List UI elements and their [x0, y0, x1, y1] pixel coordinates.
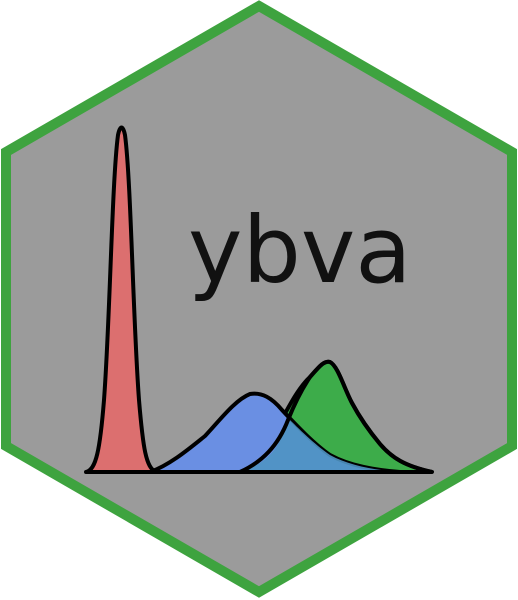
density-curves-icon	[84, 125, 434, 474]
wordmark: ybva	[188, 197, 412, 304]
overlap-region	[240, 418, 400, 472]
red-density-curve	[84, 125, 158, 474]
green-density-outline	[239, 359, 433, 474]
